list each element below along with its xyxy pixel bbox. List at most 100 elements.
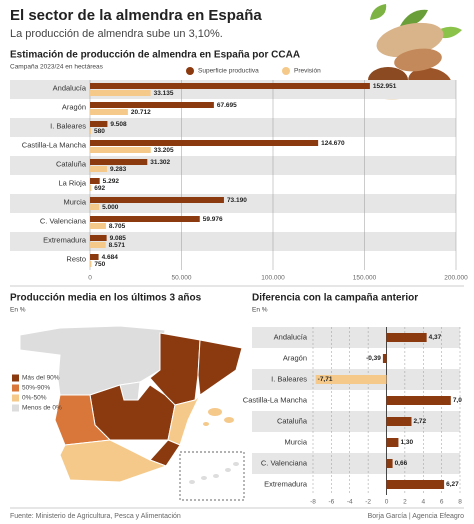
category-label: C. Valenciana — [40, 216, 87, 225]
bar — [90, 109, 128, 115]
x-tick-label: 200.000 — [444, 275, 468, 282]
value-label: 8.705 — [109, 223, 126, 230]
bar — [90, 254, 99, 260]
title: El sector de la almendra en España — [10, 7, 262, 24]
bar — [386, 333, 427, 342]
x-tick-label: 6 — [440, 499, 444, 506]
category-label: Castilla-La Mancha — [22, 140, 87, 149]
map-island — [201, 476, 207, 480]
bar — [90, 121, 108, 127]
value-label: 750 — [94, 261, 105, 268]
bar — [90, 140, 319, 146]
bar — [90, 261, 92, 267]
row-stripe — [252, 453, 460, 474]
map-island — [225, 468, 231, 472]
source: Fuente: Ministerio de Agricultura, Pesca… — [10, 513, 181, 520]
map-island — [208, 408, 222, 416]
bar — [90, 83, 370, 89]
category-label: Extremadura — [264, 479, 308, 488]
bar — [90, 204, 100, 210]
category-label: I. Baleares — [271, 374, 307, 383]
x-tick-label: -4 — [347, 499, 353, 506]
x-tick-label: 100.000 — [261, 275, 285, 282]
category-label: Andalucía — [274, 332, 308, 341]
x-tick-label: -2 — [365, 499, 371, 506]
map-island — [203, 422, 209, 426]
legend-swatch — [12, 384, 19, 392]
bar — [386, 417, 412, 426]
chart-title: Producción media en los últimos 3 años — [10, 293, 202, 304]
category-label: I. Baleares — [50, 121, 86, 130]
row-stripe — [10, 118, 456, 137]
legend-label: 50%-90% — [22, 385, 50, 392]
legend-swatch — [12, 404, 19, 412]
x-tick-label: 150.000 — [353, 275, 377, 282]
subtitle: La producción de almendra sube un 3,10%. — [10, 28, 223, 40]
category-label: Resto — [66, 254, 86, 263]
value-label: -0,39 — [366, 355, 381, 362]
value-label: -7,71 — [318, 376, 333, 383]
map-island — [189, 480, 195, 484]
bar — [90, 159, 148, 165]
category-label: La Rioja — [58, 178, 86, 187]
category-label: Aragón — [283, 353, 307, 362]
legend-swatch — [12, 394, 19, 402]
row-stripe — [10, 232, 456, 251]
x-tick-label: 4 — [421, 499, 425, 506]
bar — [90, 90, 151, 96]
value-label: 73.190 — [227, 197, 247, 204]
value-label: 9.283 — [110, 166, 127, 173]
value-label: 0,66 — [395, 460, 408, 467]
legend-swatch — [12, 374, 19, 382]
bar — [315, 375, 387, 384]
value-label: 124.670 — [321, 140, 345, 147]
legend-label: Más del 90% — [22, 375, 60, 382]
row-stripe — [252, 327, 460, 348]
category-label: Cataluña — [56, 159, 87, 168]
category-label: Murcia — [284, 437, 307, 446]
bar — [386, 459, 393, 468]
bar — [90, 128, 92, 134]
value-label: 31.302 — [150, 159, 170, 166]
x-tick-label: 2 — [403, 499, 407, 506]
value-label: 33.205 — [154, 147, 174, 154]
x-tick-label: 8 — [458, 499, 462, 506]
value-label: 152.951 — [373, 83, 397, 90]
value-label: 67.695 — [217, 102, 237, 109]
map-island — [213, 474, 219, 478]
chart-title: Diferencia con la campaña anterior — [252, 293, 418, 304]
value-label: 9.508 — [110, 121, 127, 128]
chart-subtitle: Campaña 2023/24 en hectáreas — [10, 64, 104, 71]
bar — [382, 354, 387, 363]
value-label: 59.976 — [203, 216, 223, 223]
bar — [90, 197, 224, 203]
bar — [386, 438, 399, 447]
canarias-box — [179, 451, 245, 501]
category-label: Murcia — [63, 197, 86, 206]
bar — [90, 185, 92, 191]
x-tick-label: 0 — [385, 499, 389, 506]
value-label: 4.684 — [102, 254, 119, 261]
value-label: 5.000 — [102, 204, 119, 211]
value-label: 692 — [94, 185, 105, 192]
value-label: 2,72 — [413, 418, 426, 425]
x-tick-label: -8 — [310, 499, 316, 506]
map-island — [224, 417, 234, 423]
bar — [90, 166, 107, 172]
value-label: 9.085 — [110, 235, 127, 242]
value-label: 5.292 — [103, 178, 120, 185]
value-label: 7,0 — [453, 397, 462, 404]
value-label: 1,30 — [400, 439, 413, 446]
legend-label: Superficie productiva — [198, 68, 259, 75]
bar — [90, 102, 214, 108]
value-label: 4,37 — [429, 334, 442, 341]
category-label: C. Valenciana — [261, 458, 308, 467]
x-tick-label: 0 — [88, 275, 92, 282]
credit: Borja García | Agencia Efeagro — [368, 513, 464, 520]
bar — [386, 480, 445, 489]
category-label: Extremadura — [43, 235, 87, 244]
legend-label: Menos de 0% — [22, 405, 62, 412]
map-region — [59, 439, 168, 483]
bar — [90, 242, 106, 248]
